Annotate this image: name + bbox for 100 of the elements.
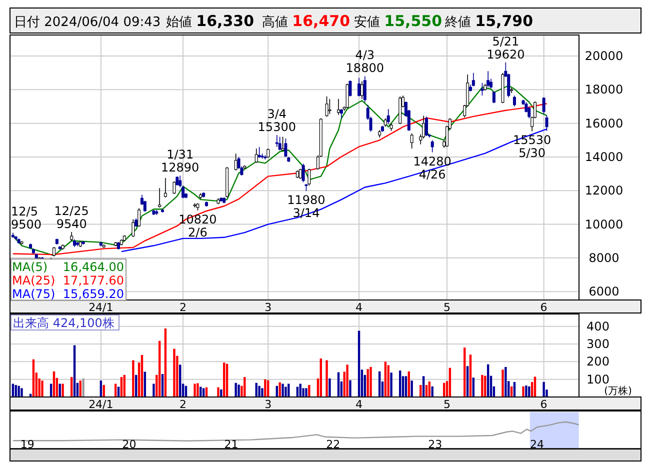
x-tick-label: 3 — [264, 301, 272, 314]
x-tick-label: 3 — [264, 398, 272, 411]
text: 始値 16,330 — [166, 12, 254, 30]
bar — [41, 380, 44, 397]
text: 終値 15,790 — [444, 12, 534, 30]
bar — [502, 370, 504, 397]
text: 高値 16,470 — [262, 12, 350, 30]
candlestick — [346, 83, 349, 109]
bar — [223, 362, 226, 397]
bar — [158, 340, 161, 397]
candlestick — [528, 106, 531, 119]
candlestick — [363, 76, 366, 103]
x-tick-label: 19 — [20, 438, 34, 451]
bar — [18, 386, 20, 397]
x-tick-label: 6 — [540, 301, 548, 314]
x-tick-label: 24/1 — [88, 301, 114, 314]
y-tick-label: 6000 — [588, 284, 620, 299]
bar — [264, 379, 266, 397]
y-tick-label: 100 — [586, 372, 610, 386]
candlestick — [336, 98, 340, 116]
bar — [542, 382, 545, 397]
bar — [464, 348, 466, 397]
bar — [346, 364, 348, 397]
bar — [220, 389, 222, 397]
candlestick — [278, 136, 282, 151]
bar — [422, 376, 425, 397]
y-tick-label: 400 — [586, 319, 610, 334]
bar — [481, 374, 484, 397]
bar — [282, 384, 284, 397]
bar — [132, 360, 134, 397]
chart-title: 日付 2024/06/04 09:43 — [14, 15, 161, 30]
bar — [349, 380, 352, 397]
candlestick — [172, 180, 176, 194]
bar — [390, 372, 392, 397]
bar — [194, 384, 196, 397]
candlestick — [302, 163, 305, 183]
candlestick — [284, 138, 288, 158]
bar — [404, 376, 408, 397]
bar — [234, 382, 237, 397]
annotation: 4/3 18800 — [346, 48, 384, 76]
bar — [152, 384, 155, 397]
annotation: 3/4 15300 — [258, 107, 296, 134]
text: MA(75) 15,659.20 — [12, 287, 124, 301]
candlestick — [308, 168, 311, 186]
bar — [20, 388, 23, 397]
candlestick — [138, 208, 141, 228]
bar — [179, 364, 182, 397]
x-tick-label: 5 — [444, 301, 451, 314]
y-tick-label: 14000 — [584, 150, 624, 164]
annotation: 12/25 9540 — [54, 204, 89, 232]
bar — [358, 330, 360, 397]
candlestick — [542, 96, 546, 114]
annotation: 12/5 9500 — [11, 204, 42, 232]
bar — [326, 360, 328, 397]
x-tick-label: 4 — [356, 301, 363, 314]
x-tick-label: 24 — [530, 438, 544, 451]
bar — [328, 378, 331, 397]
bar — [410, 380, 413, 397]
annotation: 15530 5/30 — [512, 133, 552, 160]
y-tick-label: 300 — [586, 337, 610, 352]
candlestick — [254, 148, 258, 164]
candlestick — [325, 96, 328, 118]
bar — [525, 386, 528, 397]
candlestick — [486, 70, 490, 88]
bar — [173, 348, 176, 397]
bar — [278, 382, 281, 397]
bar — [196, 383, 199, 397]
bar — [504, 366, 507, 397]
series-label: MA(25) 17,177.60 — [12, 274, 124, 288]
x-tick-label: 5 — [444, 398, 451, 411]
candlestick — [512, 95, 516, 107]
y-tick-label: 8000 — [588, 250, 620, 265]
x-tick-label: 4 — [356, 398, 363, 411]
x-tick-label: 23 — [428, 438, 442, 451]
candlestick — [164, 178, 167, 198]
bar — [366, 369, 369, 397]
x-tick-label: 21 — [224, 438, 238, 451]
candlestick — [358, 78, 361, 97]
candlestick — [545, 115, 548, 132]
candlestick — [410, 133, 414, 149]
bar — [258, 386, 260, 397]
candlestick — [340, 108, 343, 119]
bar — [164, 328, 167, 397]
bar — [82, 378, 84, 397]
x-tick-label: 2 — [180, 398, 187, 411]
annotation: 1/31 12890 — [161, 148, 200, 175]
candlestick — [70, 232, 74, 242]
annotation: 14280 4/26 — [413, 154, 452, 182]
bar — [261, 388, 264, 397]
bar — [469, 354, 472, 397]
y-tick-label: 10000 — [584, 217, 624, 232]
candlestick — [360, 80, 364, 100]
candlestick — [176, 176, 179, 186]
candlestick — [348, 80, 352, 97]
candlestick — [492, 90, 496, 104]
y-axis-title: (万株) — [604, 385, 632, 397]
candlestick — [158, 188, 162, 208]
candlestick — [275, 134, 278, 148]
candlestick — [281, 136, 284, 152]
x-tick-label: 6 — [540, 398, 548, 411]
